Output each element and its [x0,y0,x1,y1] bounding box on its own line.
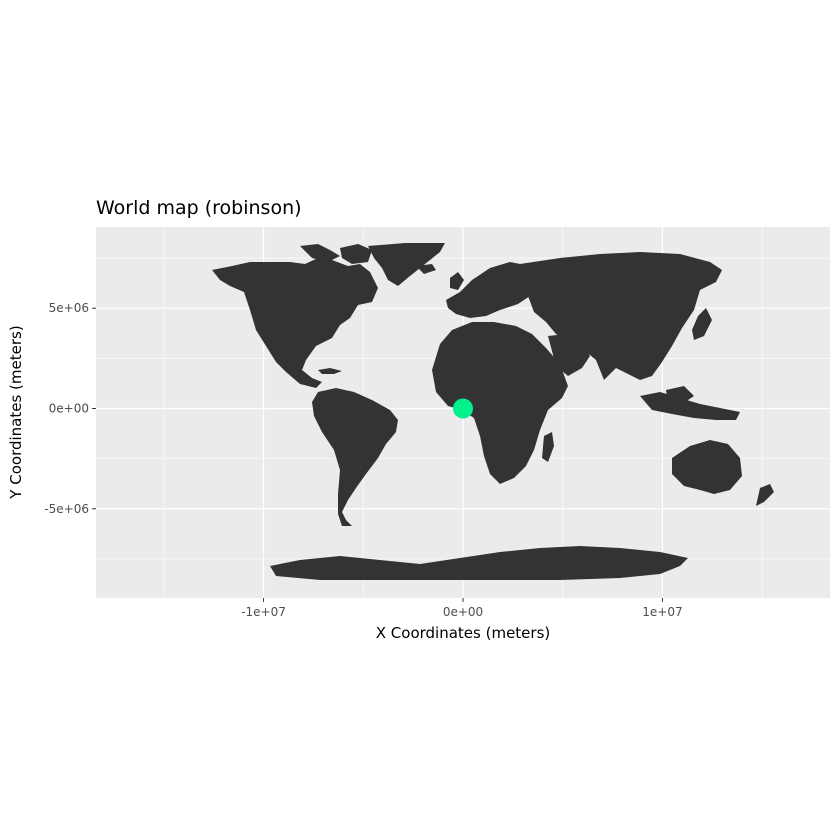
land-indonesia [640,392,740,420]
land-madagascar [542,432,554,462]
data-point [453,398,473,419]
land-new-zealand [756,484,774,506]
land-canada-arctic [300,244,340,262]
land-north-america [212,258,378,388]
x-tick-label: 0e+00 [443,605,483,619]
x-axis-title: X Coordinates (meters) [376,624,551,642]
land-australia [672,440,742,494]
land-greenland [368,243,445,286]
x-axis-ticks: -1e+07 0e+00 1e+07 [241,598,683,619]
y-tick-label: 0e+00 [49,401,89,415]
y-axis-title: Y Coordinates (meters) [7,325,25,499]
y-tick-label: -5e+06 [44,502,89,516]
data-points [453,398,473,419]
land-caribbean [318,368,342,374]
land-british-isles [450,272,464,290]
land-asia [520,252,722,380]
land-africa [432,322,568,484]
plot-title: World map (robinson) [96,197,302,219]
land-japan [692,308,712,340]
x-tick-label: -1e+07 [241,605,286,619]
land-europe [446,262,538,318]
x-tick-label: 1e+07 [642,605,682,619]
land-arabia [548,334,590,376]
land-masses [212,243,774,580]
y-tick-label: 5e+06 [49,301,89,315]
land-iceland [416,264,436,274]
land-borneo [666,386,694,404]
land-south-america [312,388,398,526]
land-antarctica [270,546,688,580]
y-axis-ticks: 5e+06 0e+00 -5e+06 [44,301,96,516]
land-arctic-islands [340,244,372,264]
